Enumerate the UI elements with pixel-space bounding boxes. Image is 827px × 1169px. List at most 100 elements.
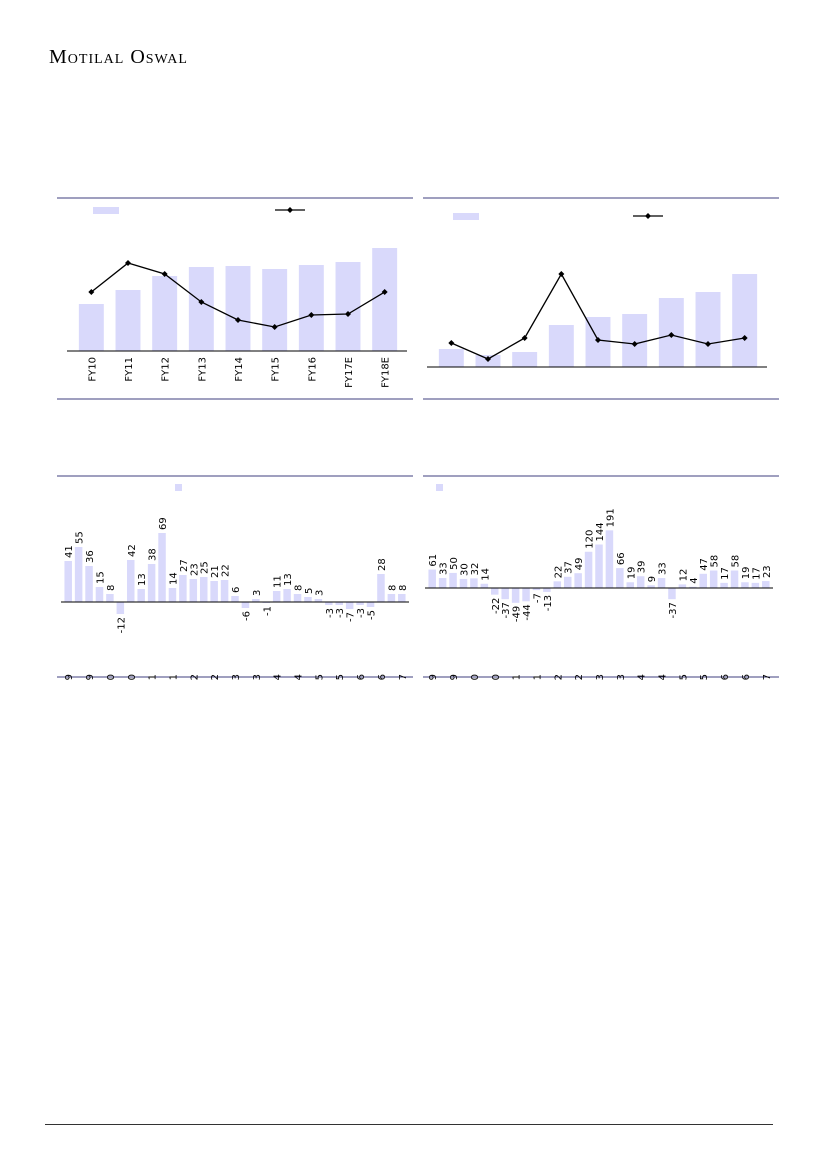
chart-bar <box>127 560 135 602</box>
chart-bar <box>657 578 666 588</box>
chart-bar <box>95 587 104 602</box>
data-label: 49 <box>574 557 585 570</box>
chart-bar <box>668 588 676 600</box>
data-label: 36 <box>85 550 96 563</box>
data-label: 17 <box>751 567 762 580</box>
data-label: -3 <box>335 608 346 618</box>
chart-bar <box>168 588 177 602</box>
chart-1: FY10 FY11 FY12 FY13 FY14 FY15 FY16 FY17E FY18E <box>57 197 413 400</box>
chart-bar <box>730 570 739 588</box>
chart-bar <box>241 602 250 608</box>
data-label: 13 <box>137 573 148 586</box>
x-tick-label: 2QFY16 <box>720 674 731 680</box>
chart-bar <box>116 602 125 614</box>
data-label: 11 <box>273 575 284 588</box>
line-point <box>235 317 241 323</box>
legend-bar-swatch <box>453 213 479 220</box>
data-label: 13 <box>283 573 294 586</box>
chart-bar <box>366 602 375 607</box>
x-tick-label: 2QFY10 <box>470 674 481 680</box>
x-tick-label: FY16 <box>307 357 318 382</box>
x-tick-label: 4QFY16 <box>377 674 388 680</box>
data-label: 21 <box>210 565 221 578</box>
line-point <box>705 341 711 347</box>
x-tick-label: 4QFY10 <box>491 674 502 680</box>
data-label: 41 <box>64 545 75 558</box>
data-label: 23 <box>189 563 200 576</box>
x-tick-label: 4QFY10 <box>127 674 138 680</box>
chart-bar <box>741 582 749 588</box>
chart-bar <box>188 267 214 351</box>
chart-bar <box>647 585 655 588</box>
chart-bar <box>106 594 114 602</box>
x-tick-label: 2QFY10 <box>106 674 117 680</box>
data-label: 120 <box>585 530 596 549</box>
chart-bar <box>751 582 760 588</box>
data-label: -44 <box>522 604 533 620</box>
data-label: 47 <box>699 558 710 571</box>
chart-bar <box>511 588 520 603</box>
chart-bar <box>272 591 281 602</box>
data-label: 38 <box>148 548 159 561</box>
chart-bar <box>678 584 687 588</box>
chart-bar <box>372 248 398 351</box>
chart-bar <box>356 602 364 605</box>
data-label: -37 <box>501 602 512 618</box>
data-label: 17 <box>720 567 731 580</box>
line-point <box>271 324 278 330</box>
chart-bar <box>210 581 218 602</box>
chart-bar <box>689 586 697 588</box>
chart-bar <box>709 570 718 588</box>
chart-bar <box>626 582 635 588</box>
data-label: 23 <box>762 565 773 578</box>
data-label: 66 <box>616 552 627 565</box>
chart-bar <box>480 583 489 588</box>
x-tick-label: FY15 <box>271 357 282 382</box>
chart-bar <box>304 597 312 602</box>
x-tick-label: 2QFY15 <box>678 674 689 680</box>
chart-bar <box>345 602 354 609</box>
chart-2 <box>423 197 779 400</box>
legend-swatch <box>436 484 443 491</box>
data-label: 14 <box>480 568 491 581</box>
chart-bar <box>314 599 323 602</box>
line-point <box>125 260 131 266</box>
chart-bar <box>262 269 288 351</box>
data-label: 12 <box>678 569 689 582</box>
chart-bar <box>137 589 145 602</box>
data-label: 27 <box>179 559 190 572</box>
data-label: -7 <box>346 612 357 622</box>
x-tick-label: 4QFY14 <box>658 674 669 680</box>
data-label: -13 <box>543 595 554 611</box>
chart-bar <box>548 325 574 367</box>
chart-bar <box>189 579 198 602</box>
x-tick-label: 4QFY09 <box>85 674 96 680</box>
chart-bar <box>584 551 593 588</box>
chart-bar <box>231 596 239 602</box>
data-label: 144 <box>595 522 606 541</box>
x-tick-label: FY11 <box>124 357 135 382</box>
footer-rule <box>45 1124 773 1125</box>
chart-bar <box>699 573 707 588</box>
data-label: 22 <box>221 564 232 577</box>
data-label: 191 <box>605 508 616 527</box>
chart-bar <box>335 602 343 605</box>
data-label: -37 <box>668 602 679 618</box>
chart-bar <box>470 578 478 588</box>
x-tick-label: FY17E <box>344 357 355 388</box>
data-label: 61 <box>428 554 439 567</box>
chart-bar <box>335 262 361 351</box>
chart-bar <box>732 274 758 367</box>
data-label: 22 <box>553 566 564 579</box>
data-label: 19 <box>626 567 637 580</box>
x-tick-label: 2QFY16 <box>356 674 367 680</box>
line-point <box>631 341 638 347</box>
chart-bar <box>762 581 770 588</box>
chart-bar <box>574 573 582 588</box>
legend-line-marker <box>287 207 293 213</box>
chart-bar <box>325 602 333 605</box>
data-label: -5 <box>367 610 378 620</box>
line-point <box>521 335 528 341</box>
legend-bar-swatch <box>93 207 119 214</box>
